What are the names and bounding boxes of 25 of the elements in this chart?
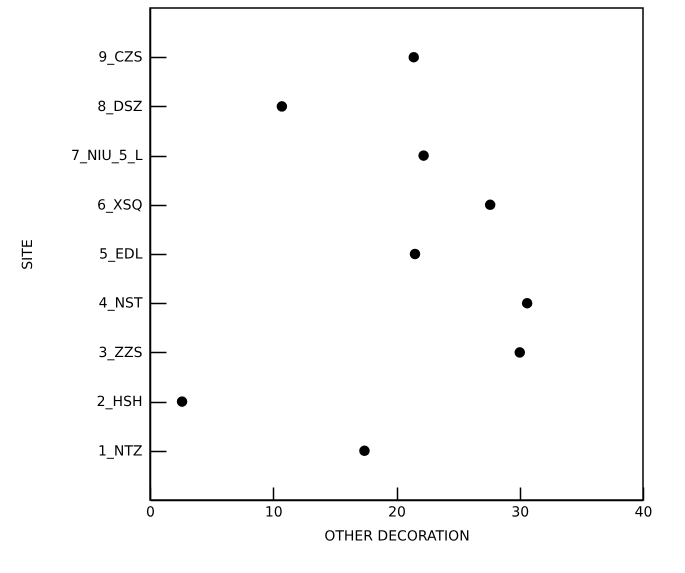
y-tick-label: 9_CZS [98, 50, 143, 66]
y-tick-label: 4_NST [98, 296, 143, 312]
point [410, 248, 420, 260]
x-tick-label: 30 [511, 504, 530, 520]
point [408, 52, 419, 62]
y-tick-label: 7_NIU_5_L [71, 148, 143, 164]
x-tick-label: 20 [388, 504, 406, 520]
y-tick-label: 1_NTZ [98, 443, 142, 460]
point [522, 298, 532, 308]
x-axis-title: OTHER DECORATION [324, 528, 470, 544]
point [359, 446, 370, 456]
y-tick-label: 6_XSQ [97, 197, 142, 214]
y-tick-label: 8_DSZ [97, 98, 142, 115]
x-tick-label: 10 [264, 504, 283, 520]
point [176, 396, 188, 407]
point [418, 150, 429, 161]
point [484, 200, 496, 210]
y-tick-label: 2_HSH [96, 394, 142, 410]
x-tick-label: 0 [146, 504, 155, 520]
y-tick-label: 5_EDL [99, 246, 143, 262]
y-tick-label: 3_ZZS [98, 344, 143, 361]
point [276, 101, 288, 112]
point [514, 347, 525, 358]
y-axis-title: SITE [20, 239, 36, 270]
x-tick-label: 40 [634, 504, 652, 520]
